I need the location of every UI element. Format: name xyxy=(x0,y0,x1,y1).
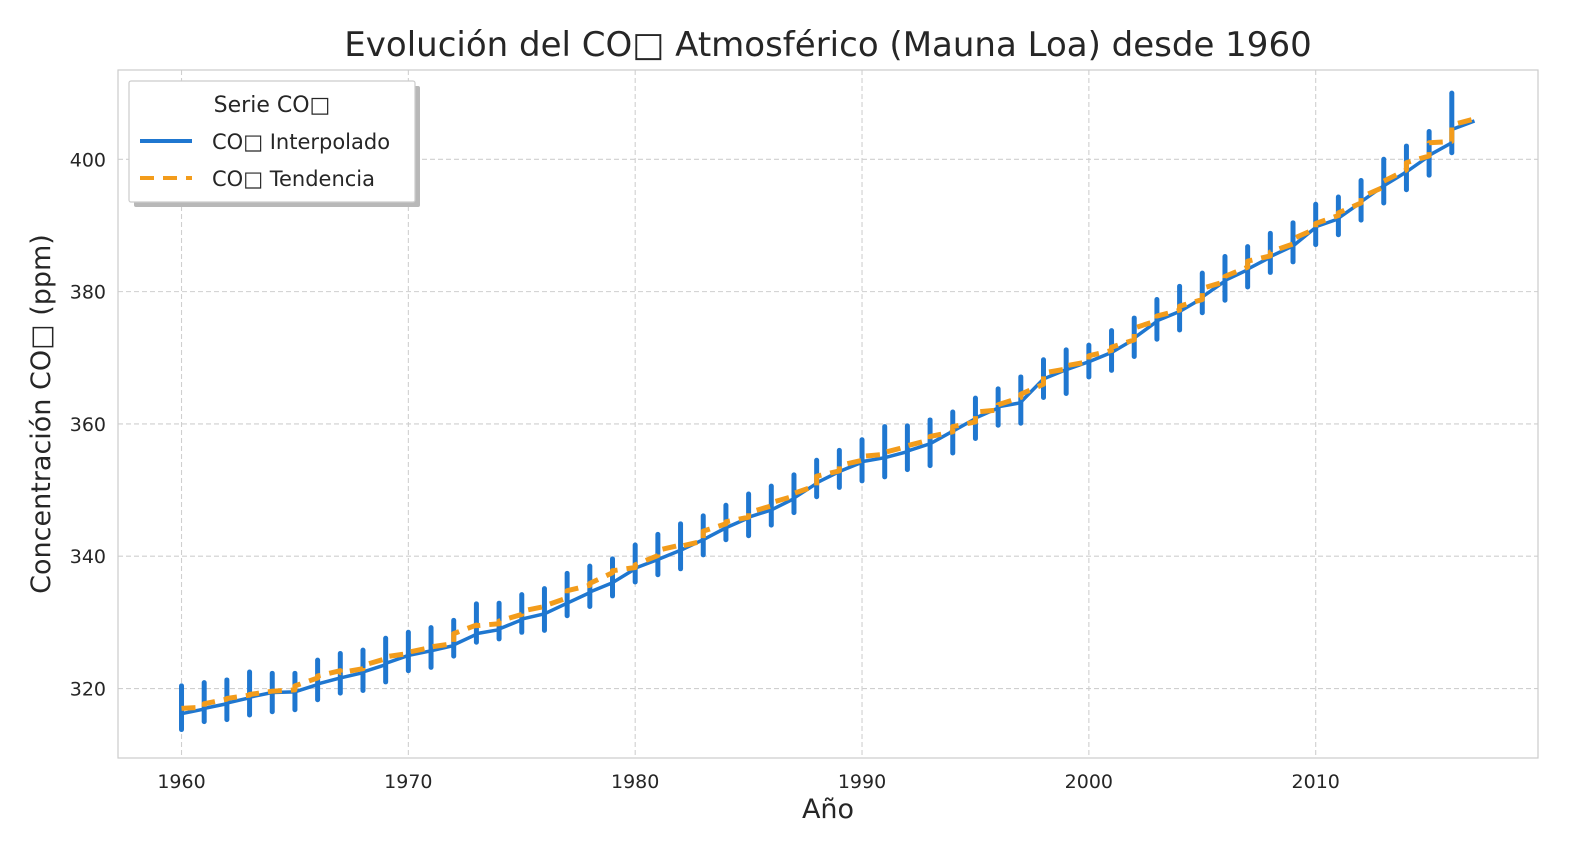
legend: Serie CO□ CO□ Interpolado CO□ Tendencia xyxy=(128,80,420,207)
x-tick-label: 2000 xyxy=(1065,771,1113,793)
legend-label-interpolado: CO□ Interpolado xyxy=(212,130,390,154)
y-tick-label: 340 xyxy=(70,546,106,568)
legend-box xyxy=(128,80,416,203)
x-tick-label: 1970 xyxy=(384,771,432,793)
x-tick-label: 2010 xyxy=(1292,771,1340,793)
y-tick-label: 380 xyxy=(70,282,106,304)
y-tick-label: 320 xyxy=(70,679,106,701)
x-axis-ticks: 1960 1970 1980 1990 2000 2010 xyxy=(157,771,1340,793)
legend-label-tendencia: CO□ Tendencia xyxy=(212,167,375,191)
chart-title: Evolución del CO□ Atmosférico (Mauna Loa… xyxy=(344,25,1311,65)
y-axis-ticks: 320 340 360 380 400 xyxy=(70,149,106,700)
y-axis-label: Concentración CO□ (ppm) xyxy=(26,234,57,594)
plot-frame xyxy=(117,69,1539,759)
y-tick-label: 400 xyxy=(70,149,106,171)
y-tick-label: 360 xyxy=(70,414,106,436)
x-tick-label: 1960 xyxy=(157,771,205,793)
tendencia-line xyxy=(181,116,1476,711)
x-tick-label: 1980 xyxy=(611,771,659,793)
legend-title: Serie CO□ xyxy=(214,93,331,118)
x-tick-label: 1990 xyxy=(838,771,886,793)
series-layer xyxy=(179,90,1476,733)
x-axis-label: Año xyxy=(802,794,854,825)
